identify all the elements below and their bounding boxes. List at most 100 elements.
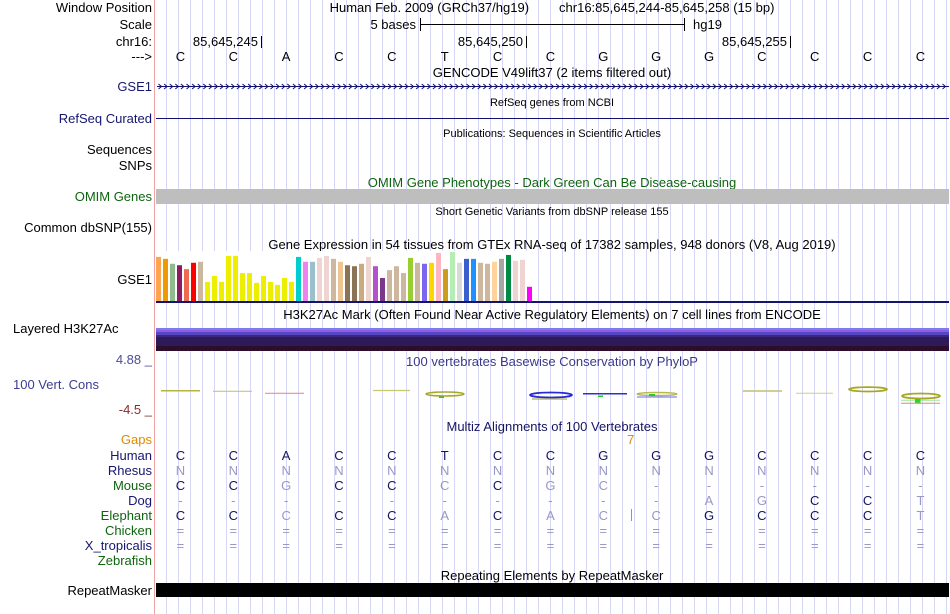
gtex-tissue-bar[interactable] <box>205 281 210 301</box>
alignment-base: G <box>545 478 556 493</box>
gtex-tissue-bar[interactable] <box>492 261 497 301</box>
track-title-omim[interactable]: OMIM Gene Phenotypes - Dark Green Can Be… <box>367 175 737 190</box>
h3k27ac-signal[interactable] <box>156 328 949 351</box>
species-label-dog[interactable]: Dog <box>128 493 152 508</box>
gtex-tissue-bar[interactable] <box>303 261 308 301</box>
gtex-tissue-bar[interactable] <box>289 281 294 301</box>
species-label-mouse[interactable]: Mouse <box>112 478 152 493</box>
gtex-tissue-bar[interactable] <box>513 260 518 301</box>
gtex-tissue-bar[interactable] <box>527 286 532 301</box>
species-label-chicken[interactable]: Chicken <box>105 523 152 538</box>
alignment-base: = <box>282 538 290 553</box>
gtex-tissue-bar[interactable] <box>212 276 217 301</box>
gtex-tissue-bar[interactable] <box>471 258 476 301</box>
gtex-tissue-bar[interactable] <box>464 258 469 301</box>
gtex-tissue-bar[interactable] <box>520 259 525 301</box>
strand-toggle[interactable]: ---> <box>131 49 152 64</box>
track-label-publications[interactable]: Sequences <box>86 142 152 157</box>
gtex-tissue-bar[interactable] <box>359 263 364 301</box>
gtex-tissue-bar[interactable] <box>422 263 427 301</box>
gtex-tissue-bar[interactable] <box>177 265 182 301</box>
gtex-tissue-bar[interactable] <box>184 269 189 301</box>
species-label-rhesus[interactable]: Rhesus <box>107 463 152 478</box>
track-label-repeatmasker[interactable]: RepeatMasker <box>67 583 152 598</box>
gtex-tissue-bar[interactable] <box>450 252 455 301</box>
track-label-phylop[interactable]: 100 Vert. Cons <box>13 377 99 392</box>
gtex-tissue-bar[interactable] <box>324 255 329 301</box>
gtex-tissue-bar[interactable] <box>352 266 357 301</box>
alignment-base: C <box>757 448 767 463</box>
gtex-tissue-bar[interactable] <box>156 256 161 301</box>
gtex-tissue-bar[interactable] <box>415 262 420 301</box>
gtex-tissue-bar[interactable] <box>233 255 238 301</box>
track-label-dbsnp[interactable]: Common dbSNP(155) <box>24 220 152 235</box>
gtex-expression-chart[interactable] <box>155 250 535 302</box>
gtex-tissue-bar[interactable] <box>226 255 231 301</box>
track-label-gaps[interactable]: Gaps <box>120 432 152 447</box>
gtex-tissue-bar[interactable] <box>401 273 406 301</box>
track-label-gtex[interactable]: GSE1 <box>117 272 152 287</box>
reference-base: G <box>651 49 662 64</box>
gtex-tissue-bar[interactable] <box>191 262 196 301</box>
track-title-gencode[interactable]: GENCODE V49lift37 (2 items filtered out) <box>432 65 672 80</box>
alignment-base: = <box>916 538 925 553</box>
gtex-tissue-bar[interactable] <box>380 277 385 301</box>
phylop-conservation-plot[interactable] <box>155 380 950 410</box>
track-title-publications[interactable]: Publications: Sequences in Scientific Ar… <box>443 128 661 140</box>
track-label-refseq[interactable]: RefSeq Curated <box>58 111 152 126</box>
track-title-gtex[interactable]: Gene Expression in 54 tissues from GTEx … <box>268 237 836 252</box>
gtex-tissue-bar[interactable] <box>310 261 315 301</box>
label-column-divider <box>154 0 155 614</box>
gtex-tissue-bar[interactable] <box>429 262 434 301</box>
gtex-tissue-bar[interactable] <box>338 261 343 301</box>
gtex-tissue-bar[interactable] <box>296 256 301 301</box>
gtex-tissue-bar[interactable] <box>478 262 483 301</box>
gtex-tissue-bar[interactable] <box>198 261 203 301</box>
refseq-gene-feature[interactable] <box>156 118 949 119</box>
gtex-tissue-bar[interactable] <box>275 284 280 301</box>
gtex-tissue-bar[interactable] <box>331 258 336 301</box>
gtex-tissue-bar[interactable] <box>373 266 378 301</box>
gtex-tissue-bar[interactable] <box>485 263 490 301</box>
insertion-marker[interactable] <box>630 509 633 521</box>
gencode-gene-feature[interactable] <box>155 82 950 91</box>
track-title-dbsnp[interactable]: Short Genetic Variants from dbSNP releas… <box>435 206 669 218</box>
gtex-tissue-bar[interactable] <box>170 263 175 301</box>
gtex-tissue-bar[interactable] <box>394 266 399 301</box>
gtex-tissue-bar[interactable] <box>506 254 511 301</box>
track-title-h3k27ac[interactable]: H3K27Ac Mark (Often Found Near Active Re… <box>283 307 821 322</box>
species-label-zebrafish[interactable]: Zebrafish <box>97 553 152 568</box>
gtex-tissue-bar[interactable] <box>317 257 322 301</box>
track-label-publications-line2[interactable]: SNPs <box>118 158 152 173</box>
species-label-x_tropicalis[interactable]: X_tropicalis <box>84 538 152 553</box>
gtex-tissue-bar[interactable] <box>366 256 371 301</box>
omim-gene-feature[interactable] <box>156 189 949 204</box>
gtex-tissue-bar[interactable] <box>163 258 168 301</box>
species-label-elephant[interactable]: Elephant <box>100 508 152 523</box>
repeatmasker-feature[interactable] <box>156 583 949 597</box>
gtex-tissue-bar[interactable] <box>254 282 259 301</box>
gtex-tissue-bar[interactable] <box>499 258 504 301</box>
gtex-tissue-bar[interactable] <box>219 281 224 301</box>
track-label-gencode[interactable]: GSE1 <box>117 79 152 94</box>
gtex-tissue-bar[interactable] <box>268 281 273 301</box>
track-title-repeatmasker[interactable]: Repeating Elements by RepeatMasker <box>440 568 664 583</box>
gtex-tissue-bar[interactable] <box>408 257 413 301</box>
species-label-human[interactable]: Human <box>110 448 152 463</box>
gtex-tissue-bar[interactable] <box>247 273 252 301</box>
track-label-omim[interactable]: OMIM Genes <box>74 189 152 204</box>
track-title-multiz[interactable]: Multiz Alignments of 100 Vertebrates <box>446 419 658 434</box>
gtex-tissue-bar[interactable] <box>457 262 462 301</box>
gtex-tissue-bar[interactable] <box>345 265 350 301</box>
gtex-tissue-bar[interactable] <box>436 252 441 301</box>
gtex-tissue-bar[interactable] <box>240 273 245 301</box>
gtex-tissue-bar[interactable] <box>443 269 448 301</box>
gtex-tissue-bar[interactable] <box>261 276 266 301</box>
track-label-h3k27ac[interactable]: Layered H3K27Ac <box>13 321 119 336</box>
track-title-refseq[interactable]: RefSeq genes from NCBI <box>489 97 615 109</box>
alignment-base: - <box>918 478 923 493</box>
gtex-tissue-bar[interactable] <box>387 270 392 301</box>
track-title-phylop[interactable]: 100 vertebrates Basewise Conservation by… <box>406 354 698 369</box>
gtex-tissue-bar[interactable] <box>282 277 287 301</box>
